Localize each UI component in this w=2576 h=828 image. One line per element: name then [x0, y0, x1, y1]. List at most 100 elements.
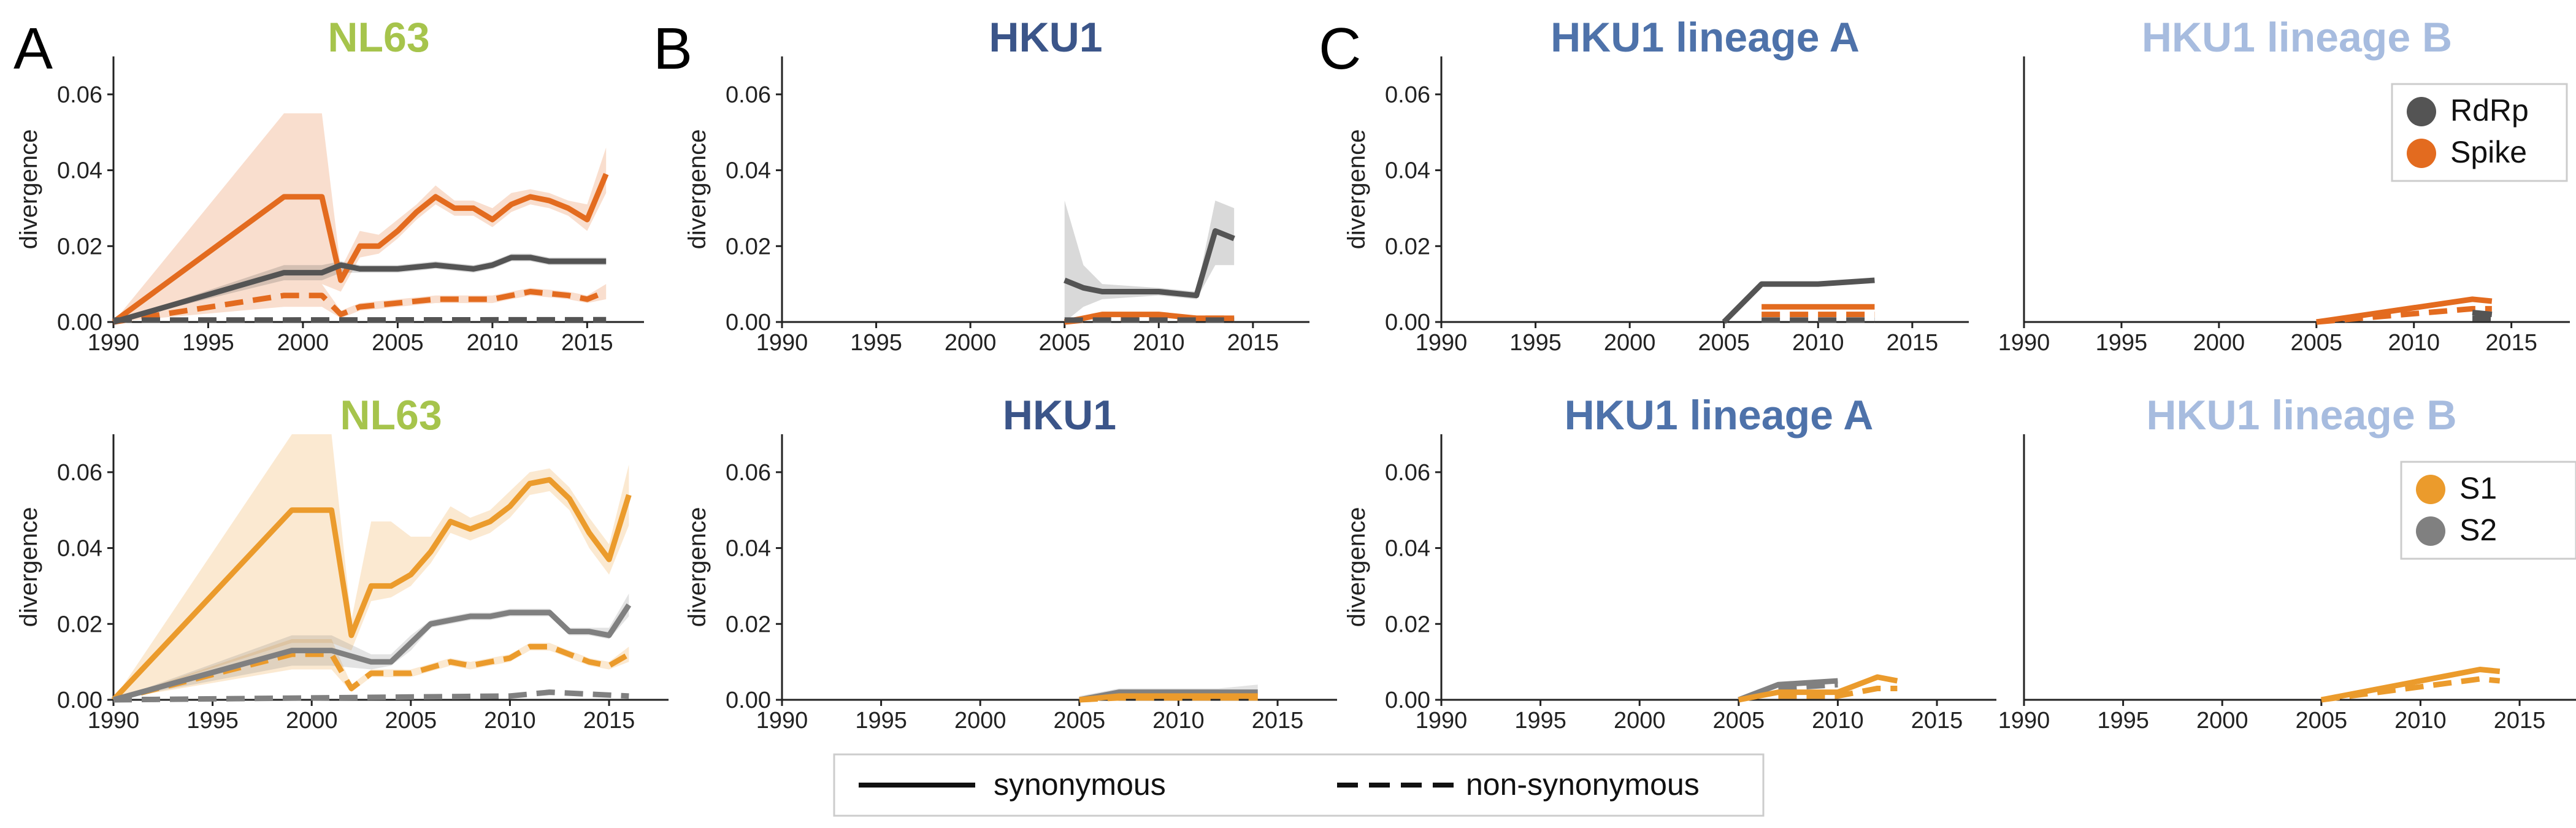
x-tick-label: 1995	[186, 708, 239, 734]
y-tick-label: 0.04	[726, 158, 771, 184]
confidence-band-s1	[113, 639, 629, 700]
series-line-s1-solid	[2320, 667, 2501, 703]
line-style-legend: synonymous non-synonymous	[833, 753, 1765, 817]
chart-nl63-bottom: NL63 1990 1995 2000 2005 2010 2015 0.00 0.02 0.04…	[15, 392, 669, 734]
x-tick-label: 2000	[1604, 330, 1656, 356]
x-tick-label: 2000	[945, 330, 997, 356]
panel-letter-a: A	[13, 16, 53, 82]
x-tick-label: 1995	[1509, 330, 1562, 356]
x-tick-label: 2010	[1152, 708, 1205, 734]
x-tick-label: 2010	[1792, 330, 1844, 356]
gene-legend: RdRp Spike	[2391, 83, 2568, 182]
x-tick-label: 2005	[2291, 330, 2343, 356]
x-tick-label: 2015	[561, 330, 613, 356]
x-tick-label: 2000	[286, 708, 338, 734]
y-tick-label: 0.04	[57, 158, 102, 184]
x-tick-label: 2000	[954, 708, 1006, 734]
chart-hku1-top: HKU1 1990 1995 2000 2005 2010 2015 0.00 0.02 0.04…	[684, 14, 1309, 356]
y-tick-label: 0.00	[1385, 688, 1430, 713]
x-tick-label: 1995	[2097, 708, 2149, 734]
y-tick-label: 0.06	[726, 460, 771, 486]
confidence-band-rdrp	[113, 253, 607, 322]
x-tick-label: 1995	[2096, 330, 2148, 356]
series-line-s2-dashed	[1778, 681, 1838, 691]
line-style-legend-box	[833, 753, 1765, 817]
y-tick-label: 0.00	[1385, 310, 1430, 335]
x-tick-label: 2015	[1252, 708, 1304, 734]
x-tick-label: 1995	[850, 330, 902, 356]
x-tick-label: 2005	[1698, 330, 1750, 356]
panel-letter-c: C	[1319, 16, 1361, 82]
y-tick-label: 0.04	[57, 536, 102, 562]
chart-title: HKU1 lineage B	[2146, 392, 2456, 439]
y-tick-label: 0.02	[57, 611, 102, 637]
y-tick-label: 0.06	[57, 82, 102, 108]
series-line-s1-dashed	[2321, 676, 2501, 703]
series-line-s2-solid	[112, 603, 632, 703]
x-tick-label: 1990	[1998, 330, 2050, 356]
series-line-s2-dashed	[113, 689, 629, 703]
y-axis-label: divergence	[1343, 507, 1370, 627]
y-axis-label: divergence	[684, 129, 711, 250]
x-tick-label: 2005	[1054, 708, 1106, 734]
y-tick-label: 0.00	[726, 310, 771, 335]
legend-dashed-label: non-synonymous	[1466, 767, 1700, 802]
x-tick-label: 2010	[2394, 708, 2447, 734]
series-line-s1-dashed	[1079, 695, 1258, 703]
y-tick-label: 0.00	[726, 688, 771, 713]
x-tick-label: 1990	[1998, 708, 2050, 734]
x-tick-label: 1990	[756, 708, 808, 734]
y-axis-label: divergence	[684, 507, 711, 627]
x-tick-label: 2005	[372, 330, 424, 356]
chart-title: HKU1	[1003, 392, 1116, 439]
x-tick-label: 2005	[1713, 708, 1765, 734]
x-tick-label: 2015	[2485, 330, 2537, 356]
x-tick-label: 1990	[1416, 708, 1468, 734]
y-tick-label: 0.02	[726, 611, 771, 637]
x-tick-label: 2005	[2296, 708, 2348, 734]
y-tick-label: 0.04	[726, 536, 771, 562]
legend-marker-rdrp	[2407, 97, 2436, 126]
x-tick-label: 2015	[2494, 708, 2546, 734]
x-tick-label: 2000	[2193, 330, 2245, 356]
x-tick-label: 2000	[277, 330, 329, 356]
series-line-s1-solid	[1738, 674, 1898, 703]
chart-hku1a-bottom: HKU1 lineage A 1990 1995 2000 2005 2010 2015 0.…	[1343, 392, 1996, 734]
x-tick-label: 2005	[1038, 330, 1091, 356]
confidence-band-s1	[113, 434, 629, 700]
y-tick-label: 0.00	[57, 688, 102, 713]
x-tick-label: 1995	[1514, 708, 1566, 734]
x-tick-label: 2010	[1133, 330, 1185, 356]
chart-hku1-bottom: HKU1 1990 1995 2000 2005 2010 2015 0.00 0.02 0.04…	[684, 392, 1337, 734]
y-tick-label: 0.02	[57, 234, 102, 259]
x-tick-label: 2010	[484, 708, 536, 734]
x-tick-label: 1990	[756, 330, 808, 356]
series-line-s1-dashed	[1778, 685, 1898, 699]
series-line-rdrp-solid	[2472, 310, 2493, 318]
plots-layer: NL63 1990 1995 2000 2005 2010 2015 0.00 0.02 0.04…	[15, 14, 2576, 734]
y-tick-label: 0.02	[1385, 234, 1430, 259]
x-tick-label: 2015	[583, 708, 635, 734]
x-tick-label: 2010	[467, 330, 519, 356]
chart-title: HKU1	[989, 14, 1102, 61]
chart-hku1b-top: HKU1 lineage B 1990 1995 2000 2005 2010 2015 Rd…	[1998, 14, 2570, 356]
x-tick-label: 2015	[1911, 708, 1963, 734]
legend-marker-spike	[2407, 139, 2436, 168]
y-tick-label: 0.06	[1385, 460, 1430, 486]
series-line-s1-dashed	[112, 643, 631, 703]
chart-hku1a-top: HKU1 lineage A 1990 1995 2000 2005 2010 2015 0.…	[1343, 14, 1969, 356]
confidence-band-spike	[113, 284, 607, 322]
chart-hku1b-bottom: HKU1 lineage B 1990 1995 2000 2005 2010 2015 S1…	[1998, 392, 2576, 734]
chart-nl63-top: NL63 1990 1995 2000 2005 2010 2015 0.00 0.02 0.04…	[15, 14, 644, 356]
confidence-band-spike	[113, 113, 607, 323]
legend-solid-label: synonymous	[994, 767, 1166, 802]
chart-title: NL63	[340, 392, 442, 439]
chart-title: HKU1 lineage B	[2142, 14, 2452, 61]
x-tick-label: 1990	[1416, 330, 1468, 356]
y-tick-label: 0.04	[1385, 536, 1430, 562]
x-tick-label: 2000	[1614, 708, 1666, 734]
series-line-s1-solid	[111, 477, 632, 702]
y-axis-label: divergence	[15, 507, 42, 627]
